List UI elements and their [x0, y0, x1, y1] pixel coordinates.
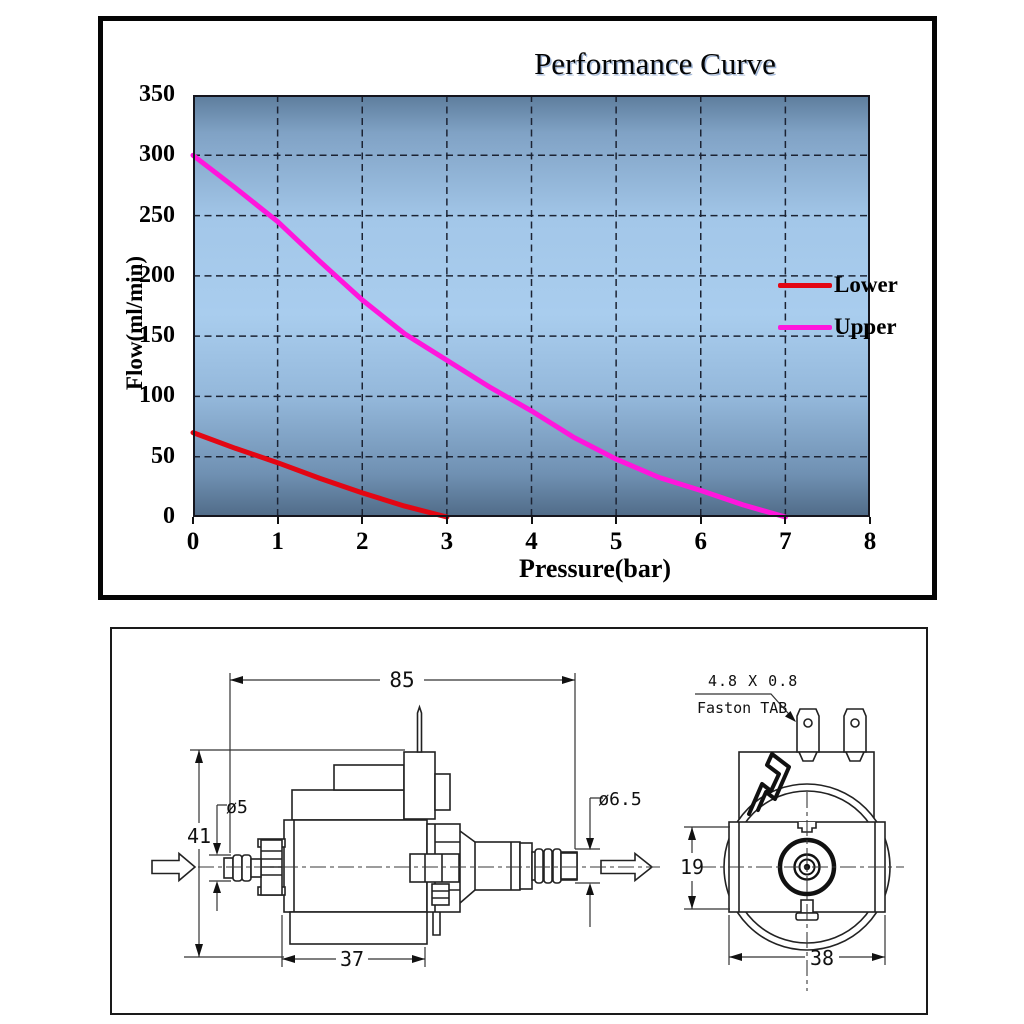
- connector-side-box: [434, 773, 451, 811]
- x-tick-label: 6: [694, 528, 708, 555]
- legend-item-upper: Upper: [778, 314, 897, 339]
- dimension-labels: 85 41 ø5 37 ø6.5 19 38 4.8 X 0.8 Faston …: [187, 668, 834, 971]
- valve-lower-step: [432, 912, 441, 936]
- faston-tab-right-hole: [850, 718, 860, 728]
- outlet-barb-ring-1: [534, 848, 544, 884]
- y-tick-label: 350: [139, 81, 175, 107]
- gridlines: [193, 95, 870, 517]
- x-tick-mark: [192, 517, 194, 524]
- dim-outlet-diameter: ø6.5: [598, 789, 641, 810]
- inlet-barb-neck: [250, 858, 262, 878]
- inlet-barb-tip: [223, 857, 234, 879]
- coil-mid-block: [291, 789, 405, 821]
- centerlines: [198, 792, 904, 991]
- inlet-flange-ribs: [261, 850, 282, 876]
- connector-housing: [403, 751, 436, 820]
- valve-cylinder: [474, 841, 521, 891]
- x-tick-mark: [276, 517, 279, 524]
- plot-area: [190, 95, 870, 520]
- dim-inlet-diameter: ø5: [226, 797, 248, 818]
- y-tick-label: 300: [139, 141, 175, 168]
- valve-rib-block: [431, 883, 450, 906]
- dim-length-overall: 85: [389, 668, 414, 692]
- terminal-pin: [416, 704, 423, 753]
- y-tick-label: 100: [139, 382, 175, 409]
- inlet-barb-ring-1: [232, 854, 243, 882]
- coil-top-block: [333, 764, 405, 791]
- x-tick-mark: [615, 517, 618, 524]
- faston-tab-left-hole: [803, 718, 813, 728]
- chart-title: Performance Curve: [534, 46, 776, 81]
- faston-tab-right-base: [844, 751, 866, 762]
- internal-bolt: [409, 853, 460, 883]
- x-tick-label: 1: [271, 528, 284, 555]
- plot-border: [193, 95, 870, 517]
- x-tick-mark: [784, 517, 787, 524]
- x-tick-label: 2: [356, 528, 369, 555]
- x-tick-label: 5: [609, 528, 623, 555]
- outlet-collar: [519, 842, 533, 890]
- faston-tab-left-base: [797, 751, 819, 762]
- legend-line-upper: [778, 324, 832, 330]
- x-axis-title: Pressure(bar): [518, 554, 672, 583]
- legend-line-lower: [778, 282, 832, 288]
- x-tick-mark: [699, 517, 702, 524]
- motor-body: [283, 819, 428, 913]
- x-tick-label: 4: [525, 528, 538, 555]
- x-tick-label: 7: [779, 528, 792, 555]
- y-tick-label: 150: [139, 322, 175, 349]
- plot-svg: [190, 95, 870, 520]
- label-tab-size: 4.8 X 0.8: [708, 672, 798, 690]
- label-tab-name: Faston TAB: [697, 699, 787, 717]
- legend-label-lower: Lower: [834, 272, 898, 297]
- dim-height-overall: 41: [187, 824, 211, 848]
- drawing-svg: 85 41 ø5 37 ø6.5 19 38 4.8 X 0.8 Faston …: [151, 668, 904, 991]
- x-tick-mark: [361, 517, 364, 524]
- dim-body-width: 38: [810, 946, 834, 970]
- curve-upper: [190, 152, 788, 520]
- y-tick-label: 250: [139, 201, 175, 228]
- x-tick-mark: [445, 517, 448, 524]
- curve-lower: [190, 430, 450, 520]
- legend-item-lower: Lower: [778, 272, 898, 297]
- valve-rib-lines: [432, 890, 449, 899]
- faston-tab-left: [796, 708, 820, 753]
- y-tick-label: 0: [163, 503, 175, 529]
- outlet-barb-tip: [560, 852, 578, 880]
- inlet-flow-arrow: [151, 851, 197, 883]
- dim-bracket-height: 19: [680, 855, 704, 879]
- pump-side-view: [151, 704, 654, 945]
- x-tick-label: 8: [863, 528, 877, 555]
- x-tick-mark: [869, 517, 871, 524]
- outlet-barb-ring-3: [552, 848, 562, 884]
- valve-cone: [459, 830, 476, 904]
- body-bottom-block: [289, 911, 428, 945]
- inlet-barb-ring-2: [241, 854, 252, 882]
- x-tick-label: 0: [186, 528, 200, 555]
- dimension-arrowheads: [195, 676, 885, 963]
- curves: [190, 152, 788, 520]
- faston-tab-right: [843, 708, 867, 753]
- outlet-barb-ring-2: [543, 848, 553, 884]
- legend-label-upper: Upper: [834, 314, 897, 339]
- y-tick-label: 200: [139, 261, 175, 288]
- dim-body-length: 37: [340, 947, 364, 971]
- dimension-lines: [184, 673, 886, 967]
- y-tick-label: 50: [151, 442, 175, 469]
- internal-bolt-lines: [424, 854, 443, 882]
- dimension-drawing-panel: 85 41 ø5 37 ø6.5 19 38 4.8 X 0.8 Faston …: [110, 627, 928, 1015]
- x-tick-mark: [530, 517, 533, 524]
- x-tick-label: 3: [440, 528, 454, 555]
- retaining-clip: [747, 752, 791, 816]
